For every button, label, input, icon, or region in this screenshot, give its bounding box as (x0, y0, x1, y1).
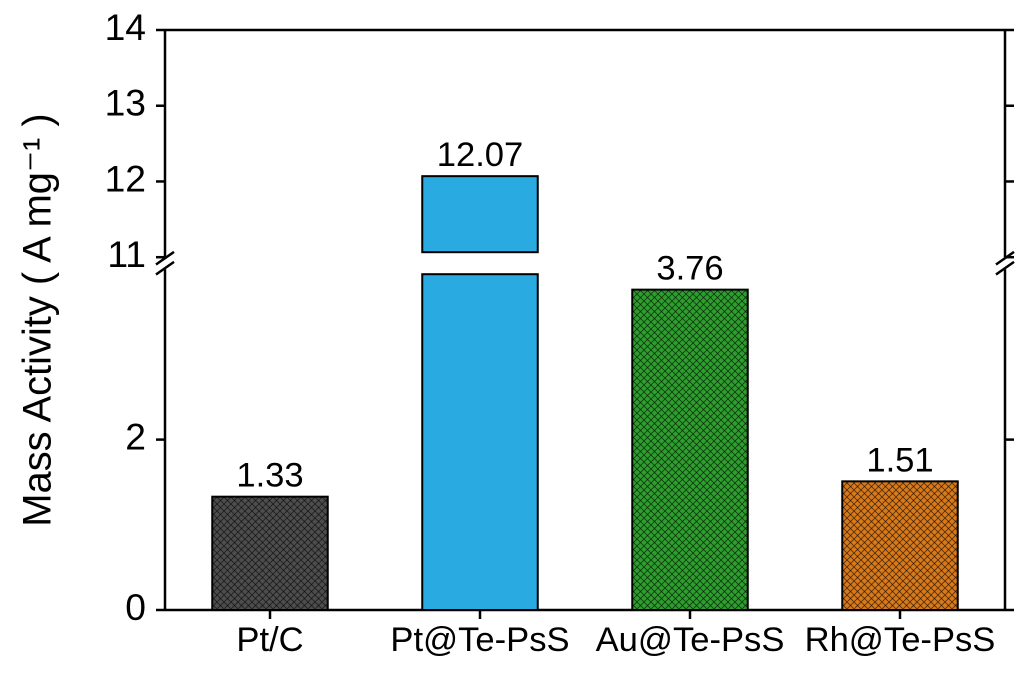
y-tick-label: 11 (107, 233, 146, 275)
y-tick-label: 13 (105, 82, 146, 124)
bar-value-label: 12.07 (437, 136, 524, 174)
y-axis-label: Mass Activity ( A mg⁻¹ ) (16, 113, 60, 526)
y-tick-label: 14 (105, 6, 146, 48)
bar (632, 290, 748, 610)
bar-value-label: 3.76 (656, 250, 723, 288)
chart-svg: 0 2 11 12 13 14 Mass Activity ( A mg⁻¹ ) Pt/C Pt… (0, 0, 1032, 668)
bar-value-label: 1.51 (866, 441, 933, 479)
x-tick-label: Rh@Te-PsS (805, 621, 996, 659)
bar (212, 497, 328, 610)
bar-value-label: 1.33 (236, 457, 303, 495)
x-tick-label: Pt/C (236, 621, 303, 659)
x-tick-label: Pt@Te-PsS (390, 621, 569, 659)
y-tick-label: 2 (125, 415, 146, 457)
x-tick-label: Au@Te-PsS (596, 621, 785, 659)
bar-lower (422, 274, 538, 610)
mass-activity-chart: 0 2 11 12 13 14 Mass Activity ( A mg⁻¹ ) Pt/C Pt… (0, 0, 1032, 668)
y-tick-label: 0 (125, 586, 146, 628)
bar-upper (422, 176, 538, 252)
y-tick-label: 12 (105, 157, 146, 199)
bar (842, 481, 958, 610)
